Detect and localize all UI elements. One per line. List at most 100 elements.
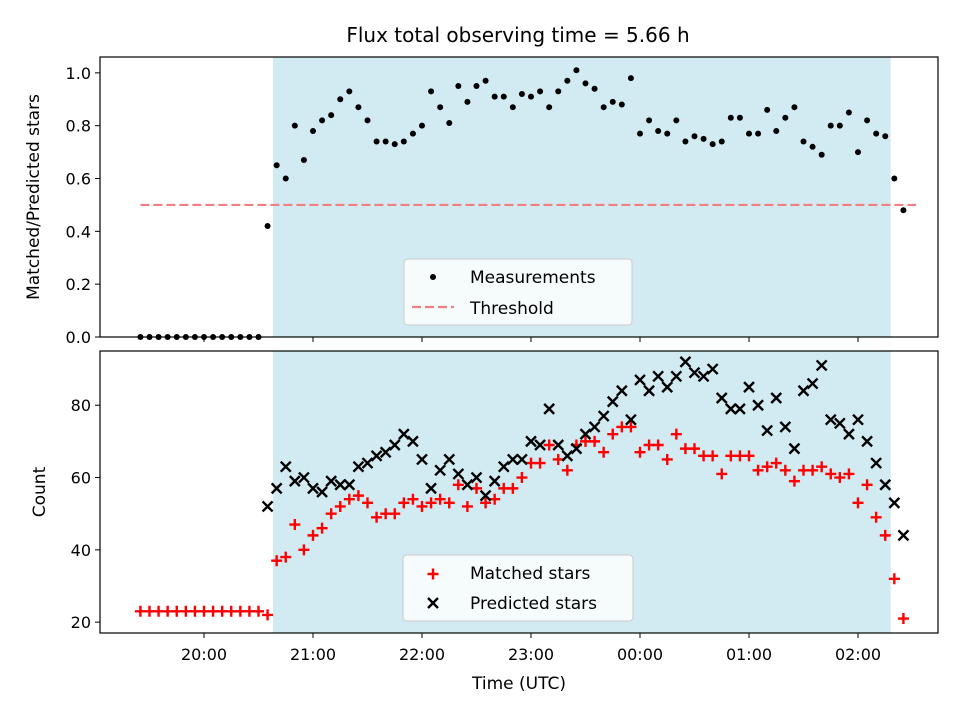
predicted-point [888, 496, 901, 509]
axes-frame [99, 350, 939, 634]
x-tick-label: 20:00 [181, 645, 227, 664]
predicted-point [552, 439, 565, 451]
measurement-point [746, 130, 752, 137]
measurement-point [727, 114, 734, 121]
predicted-point [506, 453, 519, 466]
measurement-point [655, 127, 662, 134]
matched-point [489, 493, 501, 505]
matched-point [389, 508, 401, 520]
matched-point [461, 500, 473, 512]
matched-point [325, 508, 337, 520]
predicted-point [261, 500, 274, 513]
y-tick-label: 40 [71, 541, 91, 560]
legend-marker-matched [427, 568, 439, 580]
predicted-point [752, 399, 764, 412]
measurement-point [882, 133, 889, 140]
matched-point [870, 511, 882, 523]
legend: Measurements Threshold [403, 258, 633, 326]
predicted-point [434, 464, 447, 477]
predicted-point [461, 478, 474, 491]
predicted-point [479, 489, 492, 502]
y-tick-label: 1.0 [66, 64, 91, 83]
measurement-point [718, 138, 725, 145]
measurement-point [355, 104, 362, 111]
predicted-point [634, 374, 646, 386]
measurement-point [618, 101, 625, 108]
matched-point [670, 428, 682, 440]
measurement-point [473, 83, 480, 90]
measurement-point [673, 117, 680, 124]
matched-point [543, 439, 555, 451]
measurement-point [800, 138, 807, 145]
y-tick-label: 0.6 [66, 170, 91, 189]
matched-point [262, 609, 274, 621]
matched-point [788, 475, 800, 487]
x-tick-label: 01:00 [726, 645, 772, 664]
matched-point [407, 493, 419, 505]
predicted-point [606, 395, 619, 408]
predicted-point [370, 449, 383, 462]
axes-frame [99, 56, 939, 338]
matched-point [861, 479, 873, 491]
matched-point [716, 468, 728, 480]
predicted-point [615, 384, 628, 397]
matched-point [652, 439, 664, 451]
measurement-point [755, 130, 762, 137]
measurement-point [437, 104, 444, 111]
measurement-point [573, 67, 580, 74]
matched-point [416, 500, 428, 512]
measurement-point [773, 127, 780, 134]
y-tick-label: 0.0 [66, 328, 91, 347]
measurement-point [373, 138, 380, 145]
predicted-point [343, 478, 356, 491]
matched-point [607, 428, 619, 440]
matched-point [834, 472, 846, 484]
measurement-point [864, 117, 871, 124]
matched-point [561, 464, 573, 476]
legend-marker-measurements [430, 274, 436, 280]
measurement-point [664, 130, 671, 137]
measurement-point [500, 93, 507, 100]
matched-point [843, 468, 855, 480]
predicted-point [443, 453, 456, 466]
matched-point [879, 529, 891, 541]
predicted-point [852, 413, 864, 426]
y-tick-label: 0.8 [66, 117, 91, 136]
matched-point [452, 479, 464, 491]
matched-point [398, 497, 410, 509]
measurement-point [627, 75, 634, 82]
predicted-point [388, 439, 401, 451]
matched-point [253, 605, 264, 617]
predicted-point [788, 442, 801, 455]
measurement-point [700, 135, 707, 142]
predicted-point [861, 435, 873, 448]
legend-label: Matched stars [470, 564, 590, 584]
measurement-point [546, 104, 553, 111]
predicted-point [661, 381, 674, 394]
measurement-point [782, 114, 789, 121]
measurement-point [600, 104, 607, 111]
measurement-point [582, 80, 589, 87]
matched-point [443, 497, 455, 509]
measurement-point [609, 98, 616, 105]
measurement-point [845, 109, 852, 116]
measurement-point [337, 96, 344, 103]
y-tick-label: 60 [71, 469, 91, 488]
matched-point [289, 519, 301, 531]
matched-point [425, 497, 437, 509]
measurement-point [482, 77, 489, 84]
matched-point [534, 457, 546, 469]
measurement-point [509, 104, 516, 111]
measurement-point [273, 162, 280, 169]
measurement-point [491, 93, 498, 100]
predicted-point [815, 359, 828, 372]
matched-point [807, 464, 819, 476]
predicted-point [715, 392, 728, 404]
predicted-point [334, 478, 347, 491]
y-tick-label: 0.4 [66, 222, 91, 241]
measurement-point [555, 88, 562, 95]
predicted-point [679, 355, 692, 368]
matched-point [516, 472, 528, 484]
predicted-point [734, 402, 746, 415]
